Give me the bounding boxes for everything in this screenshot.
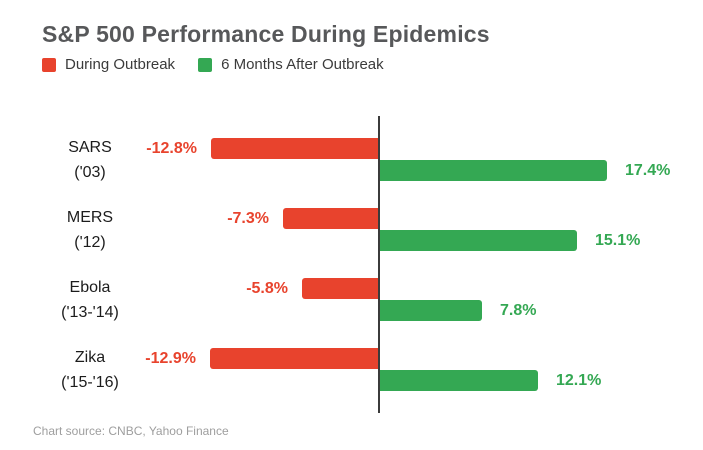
value-label-during: -12.9% [145,350,196,367]
bar-during-outbreak [283,208,378,229]
axis-baseline [378,116,380,413]
category-label: Ebola ('13-'14) [61,278,119,321]
chart-source: Chart source: CNBC, Yahoo Finance [33,424,229,438]
legend-item-after-outbreak: 6 Months After Outbreak [198,56,384,73]
category-label: SARS ('03) [68,138,112,181]
value-label-during: -7.3% [227,210,269,227]
legend-swatch-after [198,57,213,72]
legend-swatch-during [42,57,56,72]
bar-during-outbreak [210,348,378,369]
bar-after-outbreak [380,370,538,391]
category-label: Zika ('15-'16) [61,348,119,391]
bar-during-outbreak [302,278,378,299]
bar-after-outbreak [380,160,607,181]
bar-after-outbreak [380,300,482,321]
value-label-after: 12.1% [556,372,602,389]
category-label: MERS ('12) [66,208,114,251]
value-label-after: 15.1% [595,232,641,249]
chart-title: S&P 500 Performance During Epidemics [42,21,490,47]
value-label-after: 7.8% [500,302,537,319]
legend-item-during-outbreak: During Outbreak [42,56,175,73]
legend-label-during: During Outbreak [65,56,176,73]
value-label-during: -5.8% [246,280,288,297]
legend-label-after: 6 Months After Outbreak [221,56,384,73]
bar-during-outbreak [211,138,378,159]
value-label-after: 17.4% [625,162,671,179]
value-label-during: -12.8% [146,140,197,157]
bar-after-outbreak [380,230,577,251]
legend: During Outbreak 6 Months After Outbreak [42,56,384,73]
